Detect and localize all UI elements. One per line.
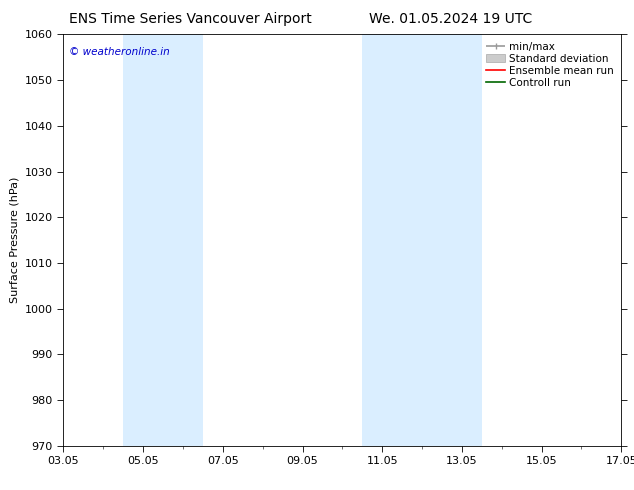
Text: © weatheronline.in: © weatheronline.in (69, 47, 170, 57)
Bar (362, 34, 482, 446)
Legend: min/max, Standard deviation, Ensemble mean run, Controll run: min/max, Standard deviation, Ensemble me… (484, 40, 616, 90)
Text: We. 01.05.2024 19 UTC: We. 01.05.2024 19 UTC (368, 12, 532, 26)
Bar (123, 34, 203, 446)
Text: ENS Time Series Vancouver Airport: ENS Time Series Vancouver Airport (69, 12, 311, 26)
Y-axis label: Surface Pressure (hPa): Surface Pressure (hPa) (10, 177, 19, 303)
